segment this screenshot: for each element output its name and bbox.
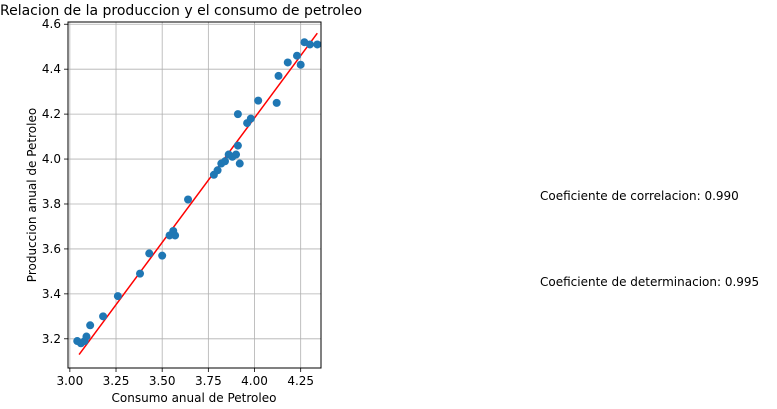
y-axis-label: Produccion anual de Petroleo — [25, 108, 39, 282]
data-point — [171, 231, 180, 240]
data-point — [232, 150, 241, 159]
y-tick-label: 4.0 — [42, 152, 61, 166]
data-point — [235, 159, 244, 168]
data-point — [254, 96, 263, 105]
correlation-annotation: Coeficiente de correlacion: 0.990 — [540, 189, 739, 203]
data-point — [292, 51, 301, 60]
x-axis: 3.00 3.25 3.50 3.75 4.00 4.25 — [56, 368, 314, 388]
data-point — [283, 58, 292, 67]
points-layer — [73, 38, 322, 348]
y-tick-label: 3.8 — [42, 197, 61, 211]
data-point — [305, 40, 314, 49]
data-point — [113, 292, 122, 301]
chart-title: Relacion de la produccion y el consumo d… — [0, 3, 362, 19]
data-point — [233, 110, 242, 119]
fit-line-layer — [78, 32, 318, 355]
y-tick-label: 4.4 — [42, 62, 61, 76]
x-tick-label: 3.00 — [56, 374, 83, 388]
y-tick-label: 3.4 — [42, 287, 61, 301]
x-tick-label: 3.75 — [195, 374, 222, 388]
data-point — [274, 71, 283, 80]
data-point — [246, 114, 255, 123]
grid-lines — [68, 22, 321, 368]
determination-annotation: Coeficiente de determinacion: 0.995 — [540, 275, 759, 289]
x-axis-label: Consumo anual de Petroleo — [112, 391, 277, 405]
data-point — [136, 269, 145, 278]
y-tick-label: 4.6 — [42, 17, 61, 31]
y-tick-label: 3.6 — [42, 242, 61, 256]
data-point — [272, 98, 281, 107]
y-tick-label: 3.2 — [42, 332, 61, 346]
data-point — [213, 166, 222, 175]
data-point — [99, 312, 108, 321]
data-point — [233, 141, 242, 150]
y-tick-label: 4.2 — [42, 107, 61, 121]
data-point — [184, 195, 193, 204]
regression-line — [78, 32, 318, 355]
x-tick-label: 3.25 — [103, 374, 130, 388]
y-axis: 3.2 3.4 3.6 3.8 4.0 4.2 4.4 4.6 — [42, 17, 68, 346]
data-point — [220, 157, 229, 166]
data-point — [313, 40, 322, 49]
plot-frame — [67, 21, 322, 369]
x-tick-label: 4.25 — [287, 374, 314, 388]
data-point — [145, 249, 154, 258]
data-point — [158, 251, 167, 260]
x-tick-label: 4.00 — [241, 374, 268, 388]
data-point — [82, 332, 91, 341]
data-point — [296, 60, 305, 69]
x-tick-label: 3.50 — [149, 374, 176, 388]
data-point — [86, 321, 95, 330]
